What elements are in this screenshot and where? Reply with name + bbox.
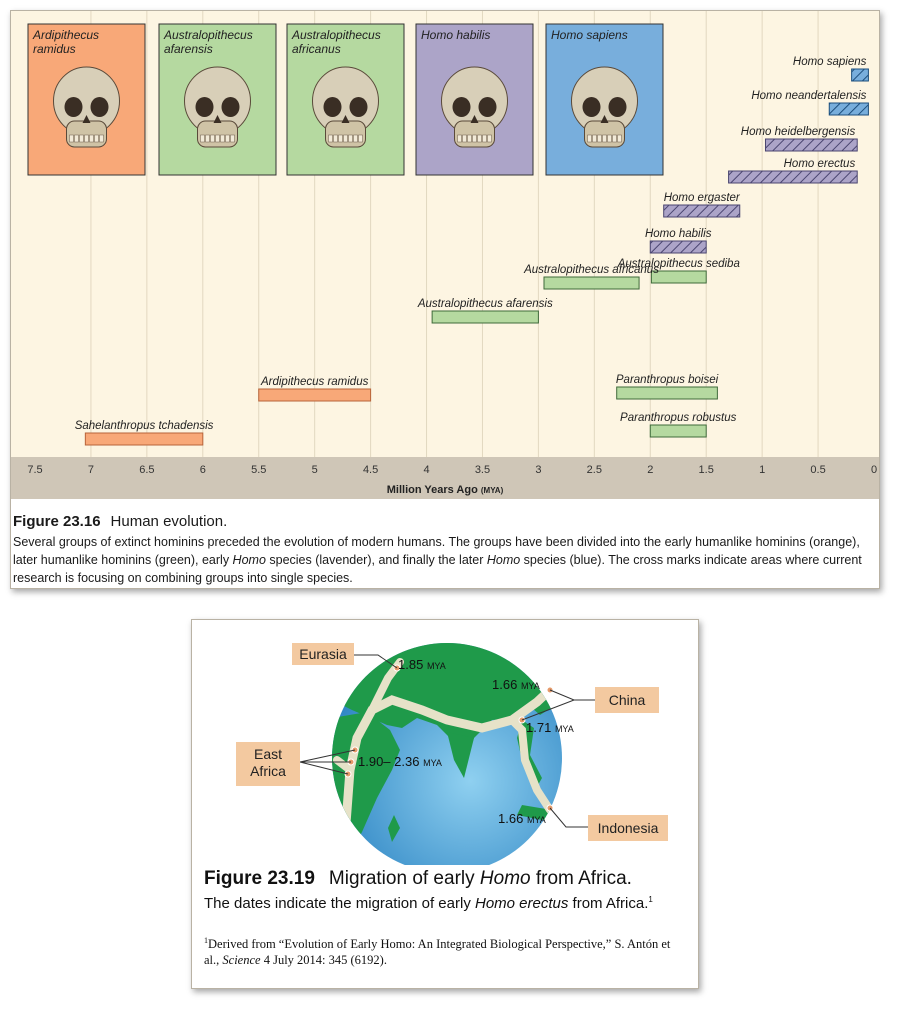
figure-23-19-description: The dates indicate the migration of earl… (204, 895, 653, 912)
species-range-bar: Paranthropus robustus (620, 412, 737, 438)
species-range-bar: Australopithecus sediba (617, 258, 740, 284)
range-bar (431, 310, 539, 324)
range-bar (84, 432, 204, 446)
x-tick-label: 5.5 (251, 464, 266, 476)
skull-photo-panel: Homo habilis (415, 23, 534, 176)
range-bar (543, 276, 640, 290)
land-borneo (558, 780, 562, 802)
label-indonesia: Indonesia (588, 815, 668, 841)
hominin-timeline-chart: ArdipithecusramidusAustralopithecusafare… (11, 11, 879, 499)
figure-23-16-caption: Figure 23.16 Human evolution. Several gro… (13, 513, 873, 587)
photo-label: Australopithecus (291, 28, 381, 42)
x-tick-label: 1.5 (699, 464, 714, 476)
species-range-bar: Homo heidelbergensis (741, 126, 858, 152)
species-range-bar: Homo ergaster (663, 192, 741, 218)
species-range-bar: Homo erectus (728, 158, 858, 184)
skull-icon (571, 66, 638, 148)
skull-icon (441, 66, 508, 148)
x-tick-label: 6 (200, 464, 206, 476)
photo-label: africanus (292, 42, 341, 56)
species-label: Australopithecus africanus (523, 264, 659, 276)
species-label: Homo sapiens (793, 56, 867, 68)
range-bar (828, 102, 869, 116)
x-tick-label: 1 (759, 464, 765, 476)
x-tick-label: 2 (647, 464, 653, 476)
skull-icon (312, 66, 379, 148)
species-label: Homo neandertalensis (751, 90, 866, 102)
species-range-bar: Homo sapiens (793, 56, 869, 82)
x-tick-label: 5 (312, 464, 318, 476)
x-tick-label: 0 (871, 464, 877, 476)
photo-label: Homo habilis (421, 28, 490, 42)
land-india (447, 732, 474, 778)
figure-23-19-title: Figure 23.19 Migration of early Homo from… (204, 868, 632, 889)
x-tick-label: 4 (423, 464, 429, 476)
label-east-africa: East Africa (236, 742, 300, 786)
species-range-bar: Ardipithecus ramidus (258, 376, 372, 402)
date-indonesia: 1.66 MYA (498, 811, 546, 826)
photo-label: Ardipithecus (32, 28, 99, 42)
range-bar (649, 424, 707, 438)
date-china-south: 1.71 MYA (526, 720, 574, 735)
species-label: Homo erectus (784, 158, 856, 170)
species-label: Homo habilis (645, 228, 712, 240)
species-label: Paranthropus boisei (616, 374, 719, 386)
species-range-bar: Australopithecus afarensis (417, 298, 553, 324)
x-tick-label: 7.5 (27, 464, 42, 476)
figure-number: Figure 23.16 (13, 513, 101, 530)
date-east-africa: 1.90– 2.36 MYA (358, 754, 442, 769)
figure-23-16: Ardipithecus ramidus Australopithecus afare… (10, 10, 880, 589)
species-label: Ardipithecus ramidus (260, 376, 369, 388)
photo-label: afarensis (164, 42, 213, 56)
range-bar (616, 386, 718, 400)
range-bar (851, 68, 869, 82)
photo-label: ramidus (33, 42, 76, 56)
species-range-bar: Homo neandertalensis (751, 90, 869, 116)
species-label: Homo ergaster (664, 192, 741, 204)
species-label: Homo heidelbergensis (741, 126, 856, 138)
skull-icon (53, 66, 120, 148)
range-bar (728, 170, 858, 184)
species-range-bar: Paranthropus boisei (616, 374, 719, 400)
range-bar (650, 270, 707, 284)
species-range-bar: Homo habilis (645, 228, 712, 254)
x-axis-label: Million Years Ago (MYA) (387, 484, 504, 496)
x-tick-label: 3 (535, 464, 541, 476)
species-range-bar: Australopithecus africanus (523, 264, 659, 290)
x-tick-label: 6.5 (139, 464, 154, 476)
x-tick-label: 0.5 (810, 464, 825, 476)
species-label: Sahelanthropus tchadensis (75, 420, 214, 432)
photo-label: Australopithecus (163, 28, 253, 42)
species-label: Australopithecus afarensis (417, 298, 553, 310)
land-madagascar (388, 815, 400, 842)
x-tick-label: 7 (88, 464, 94, 476)
range-bar (649, 240, 707, 254)
range-bar (764, 138, 858, 152)
figure-23-19: Eurasia China East Africa Indonesia 1.85… (191, 619, 699, 989)
x-tick-label: 2.5 (587, 464, 602, 476)
migration-globe-map (299, 643, 595, 865)
range-bar (663, 204, 741, 218)
figure-title: Human evolution. (110, 513, 228, 530)
figure-23-19-footnote: 1Derived from “Evolution of Early Homo: … (204, 936, 671, 968)
figure-description: Several groups of extinct hominins prece… (13, 535, 862, 585)
label-china: China (595, 687, 659, 713)
x-tick-label: 3.5 (475, 464, 490, 476)
photo-label: Homo sapiens (551, 28, 628, 42)
skull-icon (184, 66, 251, 148)
species-range-bar: Sahelanthropus tchadensis (75, 420, 214, 446)
date-china-north: 1.66 MYA (492, 677, 540, 692)
species-label: Australopithecus sediba (617, 258, 740, 270)
x-tick-label: 4.5 (363, 464, 378, 476)
skull-photo-panel: Homo sapiens (545, 23, 664, 176)
species-label: Paranthropus robustus (620, 412, 737, 424)
label-eurasia: Eurasia (292, 643, 354, 665)
migration-route-indonesia (508, 716, 554, 814)
date-eurasia: 1.85 MYA (398, 657, 446, 672)
range-bar (258, 388, 372, 402)
